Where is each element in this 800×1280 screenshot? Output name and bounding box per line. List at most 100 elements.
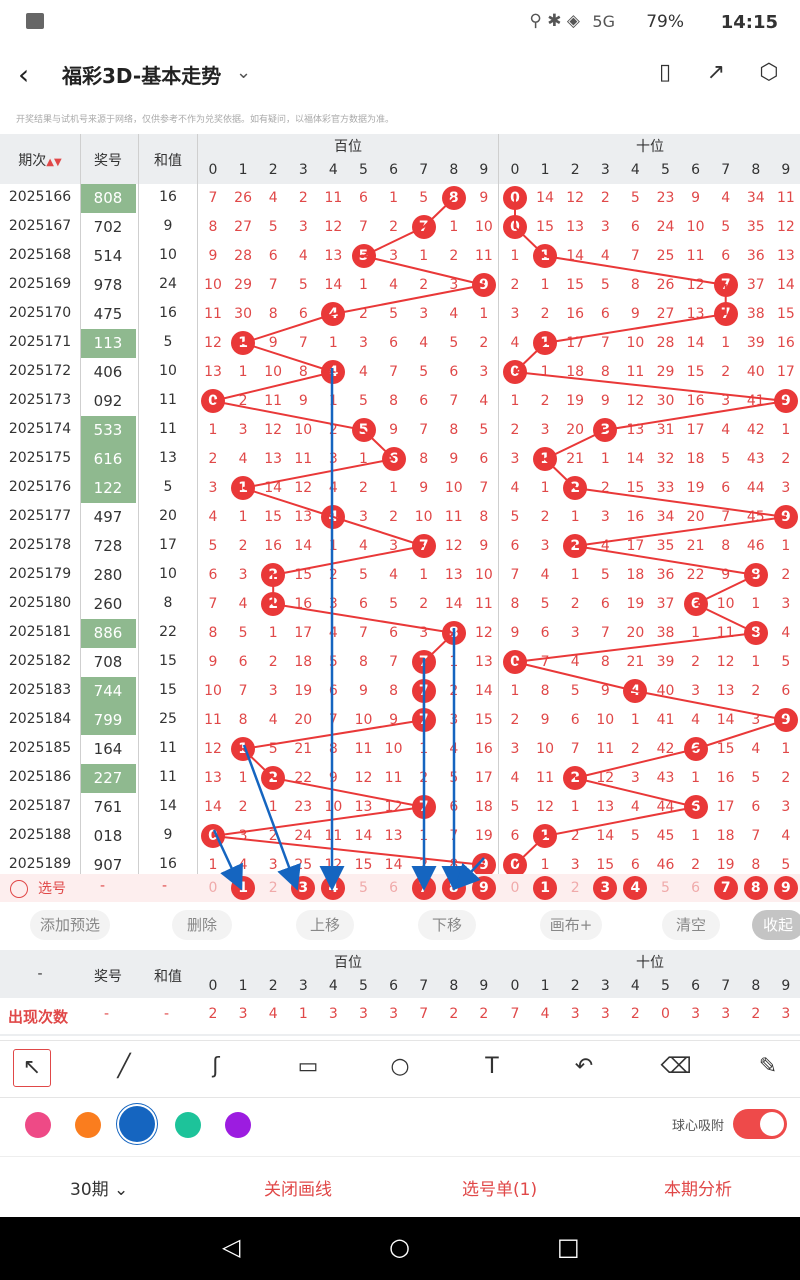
omission-value: 6 (630, 219, 640, 235)
back-icon[interactable]: ‹ (18, 58, 30, 91)
unselected-digit[interactable]: 5 (359, 880, 368, 896)
issue-number: 2025169 (8, 276, 72, 292)
selected-ball[interactable]: 8 (743, 876, 768, 900)
close-lines-button[interactable]: 关闭画线 (264, 1180, 332, 1200)
table-row: 2025173 092 11 0 2 11 9 1 5 8 6 7 4 1 2 19 9 12 30 16 3 41 9 (0, 387, 800, 416)
omission-value: 5 (208, 538, 218, 554)
occurrence-count: 7 (419, 1006, 429, 1022)
move-down-button[interactable]: 下移 (418, 910, 476, 940)
collapse-button[interactable]: 收起 (752, 910, 800, 940)
omission-value: 14 (626, 451, 645, 467)
omission-value: 7 (419, 422, 429, 438)
occurrence-count: 2 (208, 1006, 218, 1022)
color-swatch-blue[interactable] (119, 1106, 155, 1142)
selected-ball[interactable]: 4 (321, 876, 346, 900)
unselected-digit[interactable]: 6 (691, 880, 701, 896)
unselected-digit[interactable]: 0 (510, 880, 520, 896)
unselected-digit[interactable]: 6 (389, 880, 399, 896)
selected-ball[interactable]: 1 (231, 876, 256, 900)
period-dropdown[interactable]: 30期 ⌄ (70, 1180, 129, 1200)
snap-toggle[interactable] (733, 1109, 787, 1139)
radio-icon[interactable] (10, 880, 28, 898)
selected-ball[interactable]: 3 (291, 876, 316, 900)
omission-value: 3 (238, 567, 248, 583)
text-tool-icon[interactable]: T (485, 1054, 499, 1079)
selected-ball[interactable]: 8 (441, 876, 466, 900)
omission-value: 2 (781, 451, 791, 467)
eraser-icon[interactable]: ⌫ (660, 1054, 692, 1079)
drawn-ball: 8 (441, 621, 466, 645)
occurrence-count: 3 (359, 1006, 368, 1022)
color-swatch-green[interactable] (175, 1112, 201, 1138)
select-arrow-icon[interactable]: ↖ (13, 1049, 51, 1087)
unselected-digit[interactable]: 5 (661, 880, 670, 896)
circle-tool-icon[interactable]: ○ (390, 1054, 410, 1079)
table-row: 2025168 514 10 9 28 6 4 13 5 3 1 2 11 1 1 14 4 7 25 11 6 36 13 (0, 242, 800, 271)
omission-value: 3 (328, 596, 338, 612)
omission-value: 3 (721, 393, 731, 409)
unselected-digit[interactable]: 2 (268, 880, 278, 896)
selected-ball[interactable]: 7 (713, 876, 738, 900)
omission-value: 14 (596, 828, 615, 844)
omission-value: 6 (570, 712, 580, 728)
clear-button[interactable]: 清空 (662, 910, 720, 940)
selected-ball[interactable]: 1 (533, 876, 558, 900)
rectangle-tool-icon[interactable]: ▭ (297, 1054, 319, 1079)
selected-ball[interactable]: 9 (471, 876, 496, 900)
issue-number: 2025187 (8, 798, 72, 814)
omission-value: 16 (686, 393, 705, 409)
selected-ball[interactable]: 7 (411, 876, 436, 900)
clear-brush-icon[interactable]: ✎ (758, 1054, 778, 1079)
table-row: 2025183 744 15 10 7 3 19 6 9 8 7 2 14 1 8 5 9 4 40 3 13 2 6 (0, 677, 800, 706)
omission-value: 11 (686, 248, 705, 264)
unselected-digit[interactable]: 0 (208, 880, 218, 896)
network-indicator: 5G (592, 12, 615, 31)
period-analysis-button[interactable]: 本期分析 (664, 1180, 732, 1200)
drawn-ball: 7 (411, 534, 436, 558)
omission-value: 5 (479, 422, 489, 438)
color-swatch-orange[interactable] (75, 1112, 101, 1138)
undo-icon[interactable]: ↶ (574, 1054, 594, 1079)
omission-value: 9 (419, 480, 429, 496)
omission-value: 17 (626, 538, 645, 554)
issue-header[interactable]: 期次▲▼ (18, 153, 62, 169)
omission-value: 4 (419, 335, 429, 351)
drawn-ball: 7 (411, 215, 436, 239)
omission-value: 8 (208, 625, 218, 641)
color-swatch-purple[interactable] (225, 1112, 251, 1138)
move-up-button[interactable]: 上移 (296, 910, 354, 940)
color-swatch-pink[interactable] (25, 1112, 51, 1138)
screen-rotate-icon[interactable]: ▯ (658, 60, 672, 85)
omission-value: 1 (781, 741, 791, 757)
add-preselect-button[interactable]: 添加预选 (30, 910, 110, 940)
curve-tool-icon[interactable]: ʃ (212, 1054, 220, 1079)
omission-value: 2 (691, 654, 701, 670)
share-icon[interactable]: ↗ (706, 60, 726, 85)
drawn-ball: 7 (411, 679, 436, 703)
selected-ball[interactable]: 9 (773, 876, 798, 900)
issue-number: 2025167 (8, 218, 72, 234)
line-tool-icon[interactable]: ╱ (117, 1054, 131, 1079)
selected-ball[interactable]: 3 (593, 876, 618, 900)
home-nav-icon[interactable]: ○ (389, 1233, 410, 1261)
drawn-ball: 0 (503, 186, 527, 210)
selection-list-button[interactable]: 选号单(1) (462, 1180, 538, 1200)
sum-value: 22 (159, 624, 177, 640)
stats-digit-header: 2 (268, 978, 278, 994)
settings-icon[interactable]: ⬡ (759, 60, 779, 85)
page-title[interactable]: 福彩3D-基本走势 (62, 64, 222, 88)
recents-nav-icon[interactable]: □ (557, 1233, 580, 1261)
sum-value: 11 (159, 392, 177, 408)
omission-value: 11 (204, 306, 222, 322)
omission-value: 11 (716, 625, 735, 641)
omission-value: 7 (208, 190, 218, 206)
back-nav-icon[interactable]: ◁ (222, 1233, 241, 1261)
chevron-down-icon[interactable]: ⌄ (236, 62, 252, 83)
delete-button[interactable]: 删除 (172, 910, 232, 940)
unselected-digit[interactable]: 2 (570, 880, 580, 896)
canvas-plus-button[interactable]: 画布+ (540, 910, 602, 940)
snap-label: 球心吸附 (672, 1119, 725, 1134)
omission-value: 13 (324, 248, 343, 264)
selected-ball[interactable]: 4 (623, 876, 648, 900)
